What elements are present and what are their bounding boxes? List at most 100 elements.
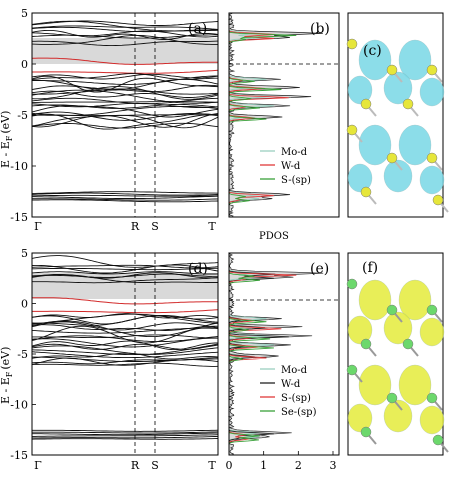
orbital-lobe — [398, 39, 432, 81]
core-band — [32, 432, 218, 436]
valence-band — [31, 86, 219, 100]
orbital-lobe — [383, 399, 413, 433]
atom — [360, 186, 372, 198]
orbital-lobe — [358, 364, 392, 406]
atom — [426, 152, 438, 164]
panel-a-bands — [31, 20, 219, 203]
panel-d-gap-shade — [32, 273, 218, 299]
panel-c-label: (c) — [363, 43, 382, 59]
panel-a-ylabel-sub: F — [5, 135, 14, 141]
xtick-label: S — [151, 220, 159, 233]
panel-e-pdos — [227, 252, 324, 456]
orbital-lobe — [383, 159, 413, 193]
core-band — [31, 192, 219, 196]
legend-e-s-sp: S-(sp) — [281, 393, 311, 404]
panel-e-frame — [228, 252, 340, 456]
ytick-label: -10 — [10, 160, 28, 173]
ytick-label: 5 — [21, 247, 28, 260]
xtick-label: 3 — [330, 459, 337, 472]
orbital-lobe — [347, 403, 373, 433]
valence-band — [31, 321, 219, 331]
conduction-band — [31, 271, 219, 275]
panel-b-legend: Mo-d W-d S-(sp) — [260, 147, 311, 186]
orbital-lobe — [358, 39, 392, 81]
valence-band — [31, 337, 218, 348]
orbital-lobe — [398, 279, 432, 321]
core-band — [32, 198, 219, 201]
xtick-label: 0 — [226, 459, 233, 472]
valence-band — [32, 334, 218, 339]
xtick-label: T — [208, 459, 216, 472]
atom — [402, 338, 414, 350]
conduction-band — [32, 267, 218, 271]
atom — [426, 64, 438, 76]
valence-band — [31, 352, 219, 360]
atom — [386, 152, 398, 164]
panel-b-frame — [228, 12, 340, 218]
core-band — [32, 434, 219, 437]
panel-a-ylabel-main: E - E — [0, 141, 12, 168]
orbital-lobe — [358, 279, 392, 321]
valence-band — [31, 351, 219, 359]
panel-e-legend: Mo-d W-d S-(sp) Se-(sp) — [260, 365, 317, 418]
panel-e-label: (e) — [310, 261, 329, 277]
orbital-lobe — [383, 311, 413, 345]
panel-d-ylabel-unit: (eV) — [0, 347, 12, 370]
valence-band — [31, 89, 219, 104]
panel-e-xticks: 0 1 2 3 — [226, 451, 337, 472]
valence-band — [31, 315, 219, 325]
valence-band — [31, 102, 219, 109]
valence-band — [32, 75, 218, 85]
valence-band — [31, 103, 219, 109]
panel-d-bands — [31, 255, 219, 440]
conduction-band — [31, 20, 219, 26]
atom — [426, 392, 438, 404]
valence-band — [31, 320, 219, 338]
orbital-lobe — [347, 315, 373, 345]
atom — [432, 434, 444, 446]
xtick-label: 1 — [260, 459, 267, 472]
atom — [386, 304, 398, 316]
ytick-label: -5 — [17, 348, 28, 361]
ytick-label: -15 — [10, 449, 28, 462]
core-band — [32, 194, 219, 197]
valence-band — [31, 327, 219, 334]
valence-band — [31, 114, 219, 129]
orbital-lobe — [398, 364, 432, 406]
panel-b: (b) Mo-d W-d S-(sp) PDOS — [227, 12, 340, 242]
panel-f-label: (f) — [362, 260, 378, 276]
valence-band — [31, 345, 219, 355]
conduction-band — [31, 30, 219, 38]
atom — [432, 194, 444, 206]
pdos-total — [227, 252, 324, 456]
ytick-label: -5 — [17, 109, 28, 122]
valence-band — [31, 97, 219, 105]
highlight-band — [31, 57, 218, 65]
orbital-lobe — [419, 77, 445, 107]
valence-band — [32, 101, 219, 103]
valence-band — [31, 340, 218, 351]
conduction-band — [31, 264, 219, 274]
orbital-lobe — [383, 71, 413, 105]
atom — [386, 392, 398, 404]
atom — [360, 338, 372, 350]
legend-b-s-sp: S-(sp) — [281, 175, 311, 186]
valence-band — [31, 90, 219, 98]
core-band — [32, 431, 219, 434]
core-band — [31, 438, 219, 440]
atom — [426, 304, 438, 316]
valence-band — [31, 73, 219, 80]
ytick-label: -10 — [10, 399, 28, 412]
orbital-lobe — [347, 75, 373, 105]
valence-band — [31, 84, 219, 93]
atom — [360, 98, 372, 110]
highlight-band — [31, 297, 218, 305]
orbital-lobe — [419, 405, 445, 435]
panel-c-orbitals — [346, 38, 449, 213]
ytick-label: 5 — [21, 7, 28, 20]
core-band — [32, 435, 219, 439]
panel-d-ylabel-main: E - E — [0, 377, 12, 404]
